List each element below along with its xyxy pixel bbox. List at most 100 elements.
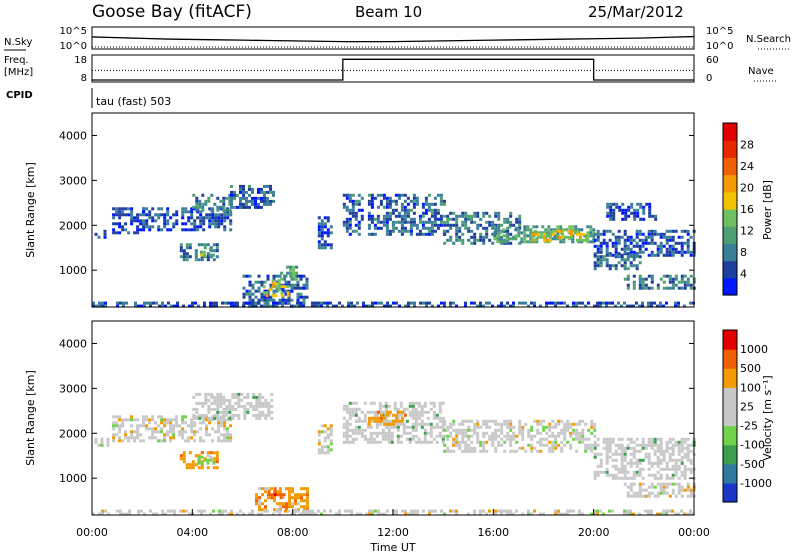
scatter-cell <box>228 398 232 402</box>
scatter-cell <box>222 401 226 405</box>
scatter-cell <box>257 205 260 209</box>
scatter-cell <box>197 461 201 465</box>
scatter-cell <box>449 235 453 239</box>
scatter-cell <box>273 487 277 491</box>
scatter-cell <box>387 434 391 438</box>
scatter-cell <box>470 214 474 218</box>
scatter-cell <box>620 458 624 462</box>
scatter-cell <box>620 235 624 239</box>
scatter-cell <box>130 222 134 226</box>
scatter-cell <box>683 286 687 290</box>
scatter-cell <box>266 199 269 203</box>
scatter-cell <box>641 301 644 305</box>
scatter-cell <box>205 433 209 437</box>
scatter-cell <box>386 509 389 513</box>
scatter-cell <box>611 253 615 257</box>
scatter-cell <box>485 235 489 239</box>
scatter-cell <box>533 434 537 438</box>
scatter-cell <box>659 304 662 308</box>
scatter-cell <box>509 434 513 438</box>
scatter-cell <box>405 431 409 435</box>
scatter-cell <box>680 241 684 245</box>
scatter-cell <box>446 223 450 227</box>
scatter-cell <box>629 264 633 268</box>
scatter-cell <box>373 223 377 227</box>
scatter-cell <box>518 431 522 435</box>
scatter-cell <box>621 211 625 215</box>
scatter-cell <box>357 220 361 224</box>
scatter-cell <box>563 434 567 438</box>
scatter-cell <box>548 301 551 305</box>
scatter-cell <box>272 512 275 516</box>
scatter-cell <box>665 247 669 251</box>
scatter-cell <box>497 428 501 432</box>
scatter-cell <box>473 425 477 429</box>
nsearch-label: N.Search <box>746 34 791 45</box>
scatter-cell <box>351 431 355 435</box>
scatter-cell <box>423 428 427 432</box>
scatter-cell <box>620 470 624 474</box>
scatter-cell <box>647 301 650 305</box>
scatter-cell <box>296 286 300 290</box>
scatter-cell <box>92 512 95 516</box>
scatter-cell <box>636 214 640 218</box>
scatter-cell <box>677 449 681 453</box>
scatter-cell <box>146 301 149 305</box>
scatter-cell <box>508 237 512 241</box>
scatter-cell <box>539 422 543 426</box>
scatter-cell <box>215 243 219 247</box>
scatter-cell <box>188 304 191 308</box>
scatter-cell <box>279 496 283 500</box>
scatter-cell <box>686 446 690 450</box>
scatter-cell <box>257 301 260 305</box>
scatter-cell <box>124 430 128 434</box>
colorbar-step <box>723 260 737 279</box>
scatter-cell <box>323 430 327 434</box>
scatter-cell <box>387 425 391 429</box>
scatter-cell <box>100 440 104 444</box>
scatter-cell <box>411 434 415 438</box>
scatter-cell <box>497 214 501 218</box>
scatter-cell <box>377 512 380 516</box>
scatter-cell <box>251 292 255 296</box>
scatter-cell <box>575 428 579 432</box>
scatter-cell <box>242 295 246 299</box>
scatter-cell <box>223 424 227 428</box>
scatter-cell <box>455 443 459 447</box>
scatter-cell <box>263 196 266 200</box>
scatter-cell <box>653 476 657 480</box>
scatter-cell <box>668 509 671 513</box>
scatter-cell <box>199 436 203 440</box>
scatter-cell <box>479 235 483 239</box>
scatter-cell <box>300 493 303 497</box>
scatter-cell <box>265 294 269 298</box>
scatter-cell <box>429 434 433 438</box>
scatter-cell <box>432 401 436 405</box>
scatter-cell <box>587 437 591 441</box>
scatter-cell <box>518 223 522 227</box>
scatter-cell <box>216 410 220 414</box>
scatter-cell <box>659 241 663 245</box>
scatter-cell <box>391 220 395 224</box>
scatter-cell <box>671 488 675 492</box>
scatter-cell <box>404 512 407 516</box>
scatter-cell <box>370 214 374 218</box>
scatter-cell <box>521 301 524 305</box>
scatter-cell <box>554 304 557 308</box>
scatter-cell <box>152 512 155 516</box>
scatter-cell <box>569 431 573 435</box>
scatter-cell <box>665 482 669 486</box>
scatter-cell <box>545 443 549 447</box>
scatter-cell <box>266 274 270 278</box>
scatter-cell <box>689 509 692 513</box>
scatter-cell <box>130 216 134 220</box>
scatter-cell <box>320 225 324 229</box>
scatter-cell <box>500 431 504 435</box>
scatter-cell <box>243 395 247 399</box>
scatter-cell <box>617 446 621 450</box>
scatter-cell <box>533 509 536 513</box>
scatter-cell <box>164 512 167 516</box>
scatter-cell <box>400 410 404 414</box>
scatter-cell <box>284 301 288 305</box>
scatter-cell <box>263 190 266 194</box>
